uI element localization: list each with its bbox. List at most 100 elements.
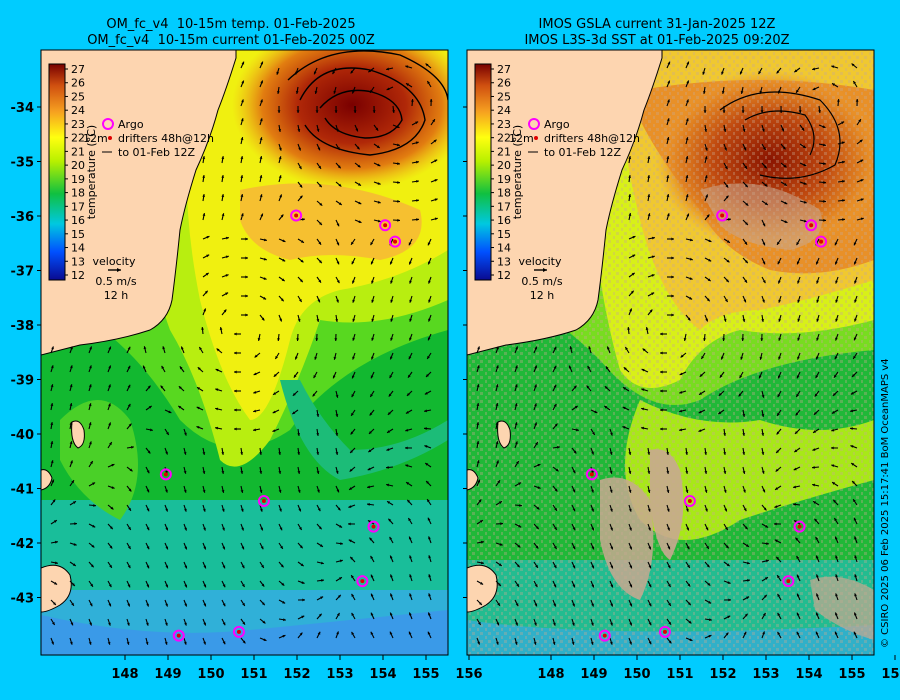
current-arrow-head — [777, 241, 780, 245]
current-arrow-head — [609, 489, 613, 493]
current-arrow-head — [240, 508, 244, 512]
current-arrow-head — [739, 375, 743, 379]
current-arrow-head — [89, 441, 92, 445]
current-arrow-head — [367, 503, 370, 506]
current-arrow-head — [335, 470, 339, 474]
current-arrow-head — [370, 574, 374, 578]
panel-title-model: OM_fc_v4 10-15m temp. 01-Feb-2025 OM_fc_… — [21, 17, 441, 49]
current-arrow-head — [534, 384, 537, 388]
current-arrow-head — [725, 545, 729, 549]
current-arrow-head — [796, 393, 799, 397]
current-arrow-head — [339, 559, 343, 563]
current-arrow-head — [241, 99, 244, 103]
current-arrow-head — [355, 128, 359, 132]
current-arrow-head — [831, 65, 835, 69]
current-arrow-head — [660, 332, 663, 336]
current-arrow-head — [718, 411, 722, 415]
current-arrow-head — [823, 199, 826, 203]
current-arrow-head — [647, 194, 651, 197]
current-arrow-head — [687, 317, 691, 321]
current-arrow-head — [273, 392, 277, 395]
current-arrow-head — [183, 451, 187, 455]
current-arrow-head — [727, 615, 731, 619]
current-arrow-head — [336, 612, 340, 616]
current-arrow-head — [367, 467, 371, 471]
colorbar-tick-label: 16 — [71, 214, 85, 227]
current-arrow-head — [338, 577, 342, 580]
current-arrow-head — [51, 346, 54, 350]
current-arrow-head — [179, 366, 183, 370]
current-arrow-head — [90, 564, 94, 568]
current-arrow-head — [572, 546, 576, 550]
current-arrow-head — [476, 460, 480, 464]
current-arrow-head — [842, 199, 845, 202]
current-arrow-head — [853, 499, 856, 503]
current-arrow-head — [832, 482, 836, 485]
velocity-time: 12 h — [530, 289, 554, 302]
current-arrow-head — [776, 450, 780, 454]
current-arrow-head — [632, 254, 636, 258]
current-arrow-head — [815, 261, 819, 265]
current-arrow-head — [835, 299, 839, 303]
current-arrow-head — [718, 392, 722, 396]
current-arrow-head — [687, 564, 690, 568]
current-arrow-head — [201, 327, 204, 330]
current-arrow-head — [71, 480, 74, 484]
current-arrow-head — [127, 603, 130, 607]
current-arrow-head — [631, 272, 635, 276]
current-arrow-head — [184, 565, 188, 569]
velocity-time: 12 h — [104, 289, 128, 302]
current-arrow-head — [184, 432, 187, 436]
current-arrow-head — [764, 577, 768, 580]
current-arrow-head — [111, 486, 115, 489]
drifter-marker — [383, 223, 388, 228]
current-arrow-head — [727, 581, 731, 584]
colorbar-label: temperature (°C) — [511, 125, 524, 219]
current-arrow-head — [416, 160, 419, 164]
current-arrow-head — [853, 337, 857, 341]
current-arrow-head — [823, 162, 826, 166]
current-arrow-head — [370, 375, 374, 379]
current-arrow-head — [183, 641, 187, 645]
current-arrow-head — [376, 145, 380, 148]
current-arrow-head — [777, 575, 780, 579]
current-arrow-head — [259, 118, 263, 122]
current-arrow-head — [317, 299, 321, 303]
current-arrow-head — [774, 539, 778, 543]
current-arrow-head — [280, 214, 284, 218]
current-arrow-head — [587, 365, 591, 369]
current-arrow-head — [300, 259, 304, 263]
current-arrow-head — [571, 641, 575, 645]
current-arrow-head — [651, 292, 655, 296]
current-arrow-head — [204, 290, 208, 294]
current-arrow-head — [51, 641, 54, 645]
current-arrow-head — [203, 546, 206, 550]
current-arrow-head — [666, 156, 670, 159]
y-tick-label: -36 — [11, 210, 35, 225]
current-arrow-head — [240, 489, 244, 493]
current-arrow-head — [764, 202, 768, 205]
current-arrow-head — [165, 508, 168, 512]
current-arrow-head — [854, 261, 857, 265]
current-arrow-head — [352, 318, 356, 322]
current-arrow-head — [668, 621, 672, 625]
drifter-marker — [371, 524, 376, 529]
current-arrow-head — [52, 621, 55, 625]
current-arrow-head — [851, 463, 855, 466]
current-arrow-head — [704, 471, 708, 474]
current-arrow-head — [514, 403, 518, 407]
current-arrow-head — [725, 184, 729, 188]
current-arrow-head — [165, 584, 169, 588]
current-arrow-head — [183, 489, 187, 493]
current-arrow-head — [572, 603, 575, 607]
current-arrow-head — [298, 147, 301, 151]
current-arrow-head — [777, 394, 781, 398]
current-arrow-head — [128, 488, 132, 492]
x-tick-label: 151 — [666, 667, 693, 682]
y-tick-label: -34 — [11, 101, 35, 116]
current-arrow-head — [815, 631, 819, 635]
current-arrow-head — [726, 240, 730, 243]
colorbar-tick-label: 13 — [497, 255, 511, 268]
current-arrow-head — [278, 471, 282, 474]
drifter-legend-line1: drifters 48h@12h — [118, 132, 214, 145]
